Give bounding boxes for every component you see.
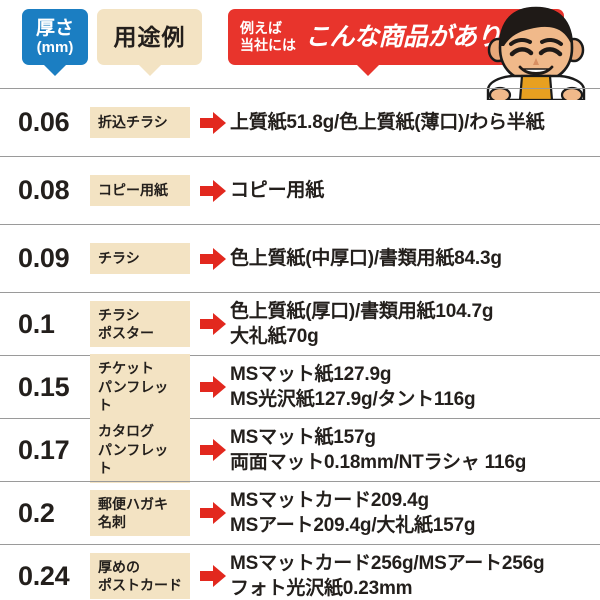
table-row-0.15: 0.15 チケット パンフレット MSマット紙127.9g MS光沢紙127.9g/… (0, 354, 600, 420)
bubble-tail-icon (44, 65, 66, 76)
header-thickness-label: 厚さ (35, 17, 74, 39)
description-line: MSマットカード209.4g (230, 489, 429, 511)
bubble-tail-icon (138, 65, 161, 76)
cell-use-example: コピー用紙 (90, 175, 190, 206)
cell-use-example: 折込チラシ (90, 107, 190, 138)
thickness-value-0.1: 0.1 (18, 308, 55, 339)
thickness-value-0.06: 0.06 (18, 107, 70, 137)
cell-description: 上質紙51.8g/色上質紙(薄口)/わら半紙 (230, 110, 600, 135)
thickness-table: 0.06 折込チラシ 上質紙51.8g/色上質紙(薄口)/わら半紙 0.08 コ… (0, 88, 600, 600)
header-promo-banner: 例えば 当社には こんな商品があります！ (228, 9, 575, 76)
table-row-0.2: 0.2 郵便ハガキ名刺 MSマットカード209.4g MSアート209.4g/大礼… (0, 481, 600, 544)
cell-description: MSマットカード209.4g MSアート209.4g/大礼紙157g (230, 488, 600, 539)
header-use-label: 用途例 (113, 23, 186, 50)
right-arrow-icon (200, 439, 226, 461)
cell-arrow (196, 313, 230, 335)
cell-use-example: 厚めの ポストカード (90, 552, 190, 600)
cell-use-example: チラシ (90, 243, 190, 274)
description-line: MS光沢紙127.9g/タント116g (230, 389, 476, 410)
chart-header: 厚さ (mm) 用途例 例えば 当社には こんな商品があります！ (0, 0, 600, 100)
cell-description: MSマットカード256g/MSアート256g フォト光沢紙0.23mm (230, 551, 600, 600)
right-arrow-icon (200, 247, 226, 270)
use-example-line: 郵便ハガキ (98, 495, 168, 512)
description-line: MSマットカード256g/MSアート256g (230, 552, 545, 574)
table-row-0.1: 0.1 チラシポスター 色上質紙(厚口)/書類用紙104.7g 大礼紙70g (0, 292, 600, 355)
use-example-line: コピー用紙 (98, 182, 168, 199)
description-line: 色上質紙(厚口)/書類用紙104.7g (230, 300, 494, 322)
table-row-0.08: 0.08 コピー用紙 コピー用紙 (0, 156, 600, 224)
right-arrow-icon (200, 313, 226, 335)
cell-use-example: チケット パンフレット (90, 354, 190, 420)
cell-use-example: カタログ パンフレット (90, 417, 190, 483)
cell-use-example: チラシ ポスター (90, 300, 190, 348)
description-line: コピー用紙 (230, 179, 325, 201)
banner-small-text: 例えば 当社には (240, 20, 296, 53)
description-line: MSアート209.4g/大礼紙157g (230, 515, 476, 536)
use-example-line: 折込チラシ (98, 114, 168, 131)
description-line: MSマット紙127.9g (230, 363, 392, 385)
cell-description: MSマット紙127.9g MS光沢紙127.9g/タント116g (230, 362, 600, 413)
cell-use-example: 郵便ハガキ 名刺 (90, 489, 190, 537)
thickness-value-0.17: 0.17 (18, 434, 70, 465)
cell-description: MSマット紙157g 両面マット0.18mm/NTラシャ 116g (230, 425, 600, 476)
thickness-value-0.15: 0.15 (18, 371, 70, 402)
use-example-line: ポストカード (98, 577, 182, 593)
header-use-bubble: 用途例 (97, 9, 202, 76)
cell-arrow (196, 376, 230, 398)
use-example-line: チラシ (98, 250, 140, 267)
thickness-value-0.2: 0.2 (18, 497, 55, 528)
cell-arrow (196, 179, 230, 202)
cell-arrow (196, 247, 230, 270)
use-example-line: 厚めの (98, 558, 140, 575)
right-arrow-icon (200, 179, 226, 202)
description-line: MSマット紙157g (230, 426, 376, 448)
table-row-0.09: 0.09 チラシ 色上質紙(中厚口)/書類用紙84.3g (0, 224, 600, 292)
table-row-0.17: 0.17 カタログ パンフレット MSマット紙157g 両面マット0.18mm/NT… (0, 417, 600, 483)
description-line: 大礼紙70g (230, 326, 319, 347)
cell-description: 色上質紙(厚口)/書類用紙104.7g 大礼紙70g (230, 299, 600, 350)
banner-headline: こんな商品があります！ (305, 22, 575, 51)
cell-arrow (196, 502, 230, 524)
cell-arrow (196, 111, 230, 134)
bubble-tail-icon (357, 65, 379, 76)
use-example-line: ポスター (98, 325, 154, 341)
description-line: フォト光沢紙0.23mm (230, 578, 413, 599)
right-arrow-icon (200, 565, 226, 587)
description-line: 色上質紙(中厚口)/書類用紙84.3g (230, 247, 502, 269)
banner-small-line2: 当社には (240, 37, 296, 53)
right-arrow-icon (200, 111, 226, 134)
use-example-line: パンフレット (98, 441, 169, 477)
use-example-line: カタログ (98, 423, 154, 440)
thickness-value-0.08: 0.08 (18, 175, 70, 205)
description-line: 両面マット0.18mm/NTラシャ 116g (230, 452, 527, 473)
cell-description: コピー用紙 (230, 178, 600, 203)
description-line: 上質紙51.8g/色上質紙(薄口)/わら半紙 (230, 111, 545, 133)
right-arrow-icon (200, 502, 226, 524)
table-row-0.24: 0.24 厚めのポストカード MSマットカード256g/MSアート256g フォト… (0, 544, 600, 600)
right-arrow-icon (200, 376, 226, 398)
cell-arrow (196, 565, 230, 587)
use-example-line: チケット (98, 360, 154, 377)
cell-description: 色上質紙(中厚口)/書類用紙84.3g (230, 246, 600, 271)
use-example-line: 名刺 (98, 514, 126, 530)
banner-small-line1: 例えば (240, 20, 282, 37)
thickness-value-0.09: 0.09 (18, 243, 70, 273)
header-thickness-unit: (mm) (36, 38, 74, 56)
table-row-0.06: 0.06 折込チラシ 上質紙51.8g/色上質紙(薄口)/わら半紙 (0, 88, 600, 156)
header-thickness-bubble: 厚さ (mm) (22, 9, 88, 76)
cell-arrow (196, 439, 230, 461)
use-example-line: チラシ (98, 306, 140, 323)
use-example-line: パンフレット (98, 378, 169, 414)
thickness-value-0.24: 0.24 (18, 560, 70, 591)
